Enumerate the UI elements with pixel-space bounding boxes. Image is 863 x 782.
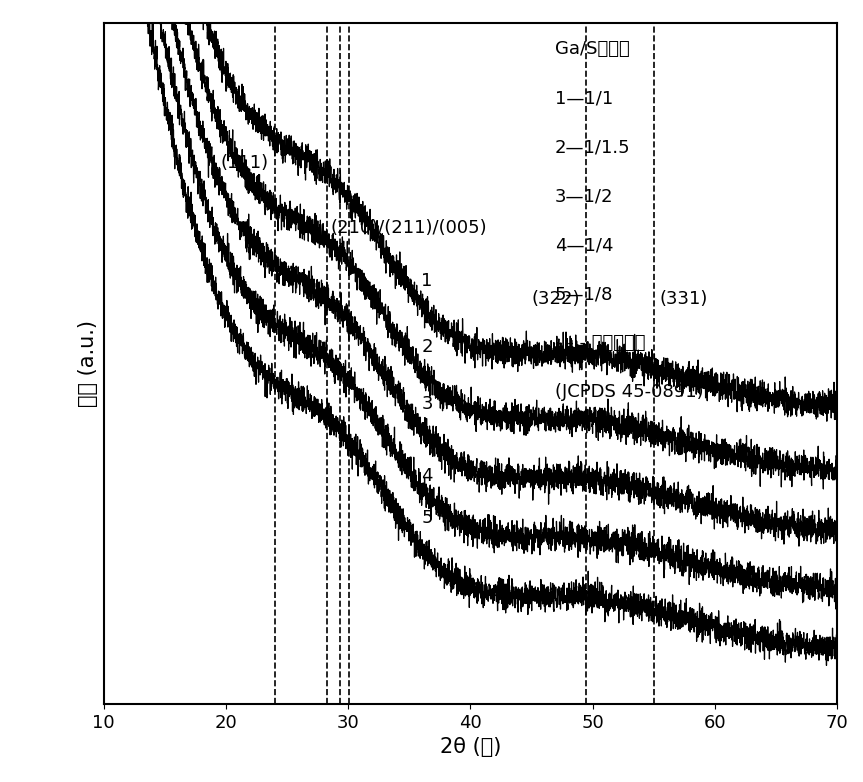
Text: (JCPDS 45-0891): (JCPDS 45-0891) — [555, 383, 703, 401]
Text: (210)/(211)/(005): (210)/(211)/(005) — [331, 219, 488, 237]
Text: (331): (331) — [660, 289, 709, 307]
Text: 4: 4 — [421, 468, 433, 486]
Text: 4—1/4: 4—1/4 — [555, 236, 614, 254]
Text: 3: 3 — [421, 396, 433, 414]
Text: 5—1/8: 5—1/8 — [555, 285, 613, 303]
Text: Ga/S投料比: Ga/S投料比 — [555, 41, 629, 59]
Y-axis label: 强度 (a.u.): 强度 (a.u.) — [78, 320, 98, 407]
Text: 2—1/1.5: 2—1/1.5 — [555, 138, 630, 156]
Text: (322): (322) — [532, 289, 580, 307]
Text: 1—1/1: 1—1/1 — [555, 89, 613, 107]
Text: 5: 5 — [421, 509, 433, 527]
X-axis label: 2θ (度): 2θ (度) — [439, 737, 501, 757]
Text: - - - 六方硫化閈: - - - 六方硫化閈 — [555, 335, 646, 353]
Text: 1: 1 — [421, 272, 433, 290]
Text: 3—1/2: 3—1/2 — [555, 188, 614, 206]
Text: 2: 2 — [421, 338, 433, 356]
Text: (111): (111) — [220, 153, 268, 171]
